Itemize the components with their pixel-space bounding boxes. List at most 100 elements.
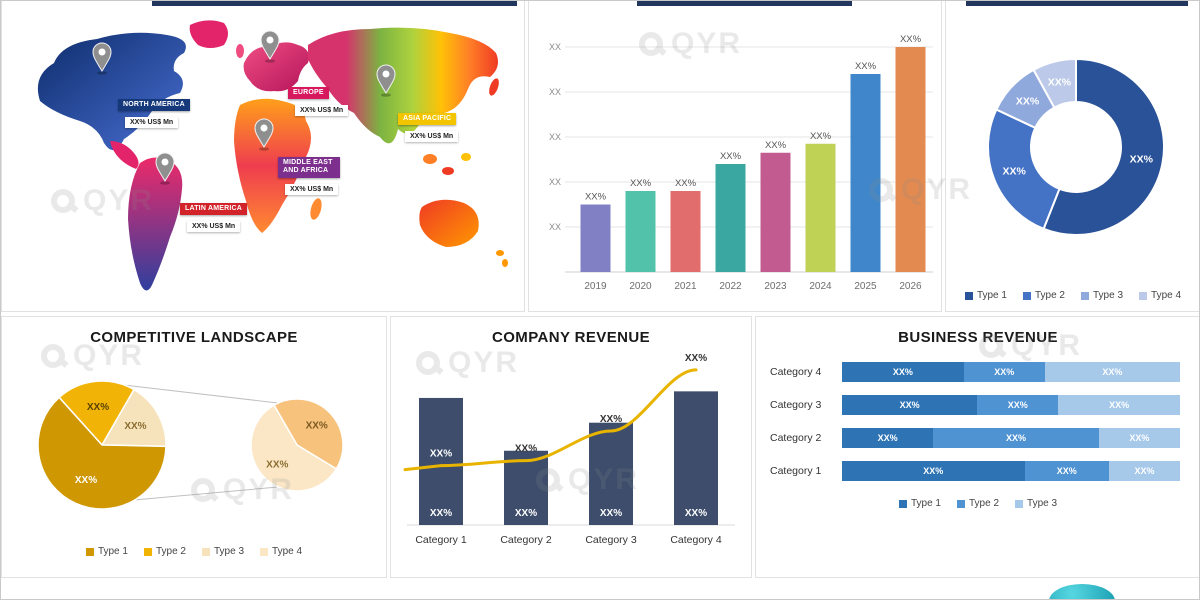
pie-slice-detail-a xyxy=(272,398,344,470)
chart-label: 2019 xyxy=(584,281,607,292)
legend-label: Type 1 xyxy=(910,498,941,509)
bottom-row: COMPETITIVE LANDSCAPE XX% XX% XX% XX% XX% Ty… xyxy=(1,316,1199,578)
row-category-label: Category 3 xyxy=(770,399,822,411)
bar-category-3 xyxy=(589,422,633,525)
bar-segment-type-2: XX% xyxy=(933,428,1099,448)
truncated-panel-title xyxy=(966,1,1188,6)
location-pin-icon xyxy=(376,64,396,97)
chart-label: XX% xyxy=(75,475,97,486)
legend-swatch xyxy=(260,547,269,556)
row-category-label: Category 4 xyxy=(770,366,822,378)
chart-label: Category 1 xyxy=(415,534,467,546)
sea-island-3 xyxy=(461,153,471,161)
continents xyxy=(37,20,508,291)
panel-business-revenue: BUSINESS REVENUE Category 4 XX% XX% XX% Cate… xyxy=(755,316,1199,578)
central-america-shape xyxy=(110,141,139,169)
chart-label: XX% xyxy=(765,140,787,151)
location-pin-icon xyxy=(155,152,175,185)
segment-value-label: XX% xyxy=(923,466,944,476)
region-value: XX% US$ Mn xyxy=(295,105,349,117)
greenland-shape xyxy=(189,20,228,48)
chart-label: Category 3 xyxy=(585,534,637,546)
chart-label: XX% xyxy=(600,414,622,425)
legend-label: Type 4 xyxy=(272,546,303,557)
legend-item-type-2: Type 2 xyxy=(956,498,999,509)
segment-value-label: XX% xyxy=(1129,433,1150,443)
segment-value-label: XX% xyxy=(899,400,920,410)
legend-item-type-2: Type 2 xyxy=(143,546,186,557)
row-category-label: Category 1 xyxy=(770,465,822,477)
chart-label: 2025 xyxy=(854,281,877,292)
chart-label: XX% xyxy=(1002,165,1026,177)
segment-value-label: XX% xyxy=(1056,466,1077,476)
bar-2024 xyxy=(805,143,836,272)
stacked-bar-row-category-1: Category 1 XX% XX% XX% xyxy=(770,461,1180,481)
legend-item-type-4: Type 4 xyxy=(260,546,302,557)
region-label-latin-america: LATIN AMERICA XX% US$ Mn xyxy=(180,197,248,233)
segment-value-label: XX% xyxy=(1006,433,1027,443)
location-pin-icon xyxy=(260,30,280,63)
bar-segment-type-3: XX% xyxy=(1044,362,1180,382)
chart-label: XX% xyxy=(515,444,537,455)
legend-label: Type 3 xyxy=(1093,290,1124,301)
bar-2021 xyxy=(670,191,701,272)
truncated-panel-title xyxy=(637,1,852,6)
pie-slice-detail-b xyxy=(250,404,338,492)
trend-line xyxy=(403,368,698,472)
new-zealand-shape-2 xyxy=(502,259,508,267)
chart-label: XX xyxy=(549,132,561,142)
chart-label: XX xyxy=(549,87,561,97)
bar-2023 xyxy=(760,152,791,272)
legend-swatch xyxy=(964,291,973,300)
chart-label: 2020 xyxy=(629,281,652,292)
chart-label: XX% xyxy=(1048,77,1072,89)
segment-value-label: XX% xyxy=(892,367,913,377)
chart-label: Category 2 xyxy=(500,534,552,546)
panel-share-by-type: XX% XX% XX% XX% Type 1 Type 2 Type 3 Type 4 xyxy=(945,1,1199,312)
chart-label: XX% xyxy=(675,178,697,189)
bar-segment-type-1: XX% xyxy=(842,428,934,448)
region-label-europe: EUROPE XX% US$ Mn xyxy=(288,81,349,117)
type-share-donut-chart: XX% XX% XX% XX% xyxy=(987,57,1165,236)
new-zealand-shape-1 xyxy=(496,250,504,256)
panel-market-size-by-year: XX XX XX XX XX XX% 2019 XX% 2020 XX% 2021 XX% 2022 XX… xyxy=(528,1,942,312)
chart-label: XX% xyxy=(87,402,109,413)
madagascar-shape xyxy=(310,198,322,220)
legend-item-type-3: Type 3 xyxy=(202,546,244,557)
bar-segment-type-1: XX% xyxy=(842,362,964,382)
donut-slice-type-1 xyxy=(1042,57,1165,236)
stacked-bar-row-category-4: Category 4 XX% XX% XX% xyxy=(770,362,1180,382)
pie-slice-type-2 xyxy=(58,380,136,447)
asia-shape xyxy=(308,27,498,144)
map-pins xyxy=(92,30,396,185)
uk-shape xyxy=(236,44,244,58)
legend-item-type-3: Type 3 xyxy=(1081,290,1123,301)
chart-label: XX% xyxy=(855,61,877,72)
market-size-bar-chart: XX XX XX XX XX XX% 2019 XX% 2020 XX% 2021 XX% 2022 XX… xyxy=(549,34,933,292)
business-revenue-stacked-bars: Category 4 XX% XX% XX% Category 3 XX% XX% XX% Ca… xyxy=(756,346,1199,498)
legend-item-type-4: Type 4 xyxy=(1139,290,1181,301)
legend-swatch xyxy=(1139,291,1148,300)
region-name: NORTH AMERICA xyxy=(118,99,190,112)
location-pin-icon xyxy=(92,42,112,75)
legend-swatch xyxy=(1022,291,1031,300)
stacked-bar: XX% XX% XX% xyxy=(842,428,1180,448)
chart-label: XX% xyxy=(430,508,452,519)
chart-label: XX% xyxy=(630,178,652,189)
segment-value-label: XX% xyxy=(1134,466,1155,476)
chart-label: XX% xyxy=(266,459,288,470)
bar-2026 xyxy=(895,47,926,272)
legend-swatch xyxy=(143,547,152,556)
region-value: XX% US$ Mn xyxy=(285,183,339,195)
chart-label: 2022 xyxy=(719,281,742,292)
chart-label: XX% xyxy=(515,508,537,519)
legend-swatch xyxy=(1015,499,1024,508)
pie-slice-type-1 xyxy=(37,396,167,510)
chart-label: XX% xyxy=(810,131,832,142)
chart-label: XX xyxy=(549,177,561,187)
panel-market-share-by-region: NORTH AMERICA XX% US$ Mn EUROPE XX% US$ Mn A… xyxy=(1,1,525,312)
competitive-landscape-title: COMPETITIVE LANDSCAPE xyxy=(90,329,298,346)
legend-item-type-1: Type 1 xyxy=(964,290,1007,301)
business-legend: Type 1 Type 2 Type 3 xyxy=(756,498,1199,509)
